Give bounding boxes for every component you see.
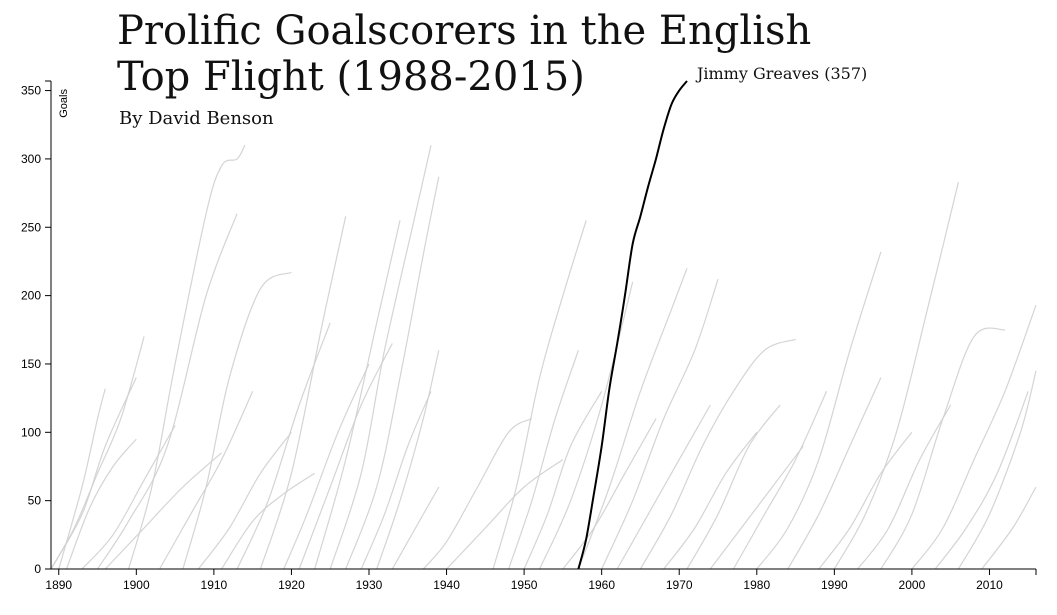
x-tick-label: 1950 [511,578,538,592]
x-tick-label: 1890 [45,578,72,592]
background-series-line [236,322,331,570]
y-tick-label: 0 [34,562,41,576]
background-series-line [446,459,564,570]
background-series-line [709,445,804,570]
background-series-line [50,336,145,570]
x-tick-label: 2010 [976,578,1003,592]
background-series-line [50,377,137,570]
background-series-line [577,268,688,570]
y-axis: 0 50 100 150 200 250 300 350 [21,80,52,576]
highlight-label: Jimmy Greaves (357) [695,64,867,83]
background-series-line [616,404,711,570]
background-series-line [360,391,432,570]
y-axis-title: Goals [58,89,70,118]
background-series-line [492,220,587,570]
y-tick-label: 250 [21,220,41,234]
background-series-line [686,404,781,570]
x-tick-label: 2000 [899,578,926,592]
background-series-line [523,391,603,570]
background-series-line [65,438,137,570]
background-series-line [128,144,246,570]
background-series-line [601,279,719,570]
background-series-line [639,338,796,570]
background-series-line [422,418,533,570]
y-tick-label: 150 [21,357,41,371]
background-series-line [259,216,347,570]
background-series-line [182,271,292,570]
background-series-line [96,213,238,570]
byline: By David Benson [119,108,274,129]
background-series-line [539,281,634,570]
background-series-line [197,431,292,570]
background-series-line [732,391,828,570]
y-tick-label: 50 [28,494,42,508]
x-tick-label: 1990 [821,578,848,592]
background-series-line [934,391,1029,570]
x-tick-label: 1980 [743,578,770,592]
background-series-line [159,391,254,570]
x-tick-label: 1900 [123,578,150,592]
y-tick-label: 300 [21,152,41,166]
background-series-line [833,182,959,570]
background-series-line [376,350,440,570]
x-tick-label: 1910 [201,578,228,592]
x-tick-label: 1970 [666,578,693,592]
y-tick-label: 200 [21,289,41,303]
x-axis: 1890 1900 1910 1920 1930 1940 1950 1960 1970 1980… [45,568,1037,592]
chart-title-line2: Top Flight (1988-2015) [117,54,585,100]
background-series-line [787,377,882,570]
chart-title: Prolific Goalscorers in the English Top … [117,8,811,100]
x-tick-label: 1940 [433,578,460,592]
background-series-line [857,404,952,570]
background-series-line [81,425,176,570]
background-series-line [508,350,579,570]
background-series-line [283,363,370,570]
highlight-series-group [577,80,688,570]
background-series-group [50,144,1037,570]
background-series-line [391,486,440,570]
background-series-line [981,486,1037,570]
y-tick-label: 350 [21,84,41,98]
x-tick-label: 1930 [356,578,383,592]
background-series-line [818,431,913,570]
background-series-line [314,220,401,570]
background-series-line [221,472,316,570]
y-tick-label: 100 [21,425,41,439]
x-tick-label: 1920 [278,578,305,592]
background-series-line [345,176,440,570]
background-series-line [663,431,758,570]
background-series-line [957,370,1037,570]
chart-title-line1: Prolific Goalscorers in the English [117,8,812,54]
background-series-line [104,452,222,570]
background-series-line [911,304,1037,570]
background-series-line [58,388,106,570]
background-series-line [756,251,882,570]
highlight-series-line [577,80,688,570]
background-series-line [880,327,1006,570]
background-series-line [329,145,432,570]
background-series-line [562,418,657,570]
x-tick-label: 1960 [588,578,615,592]
background-series-line [298,343,393,570]
